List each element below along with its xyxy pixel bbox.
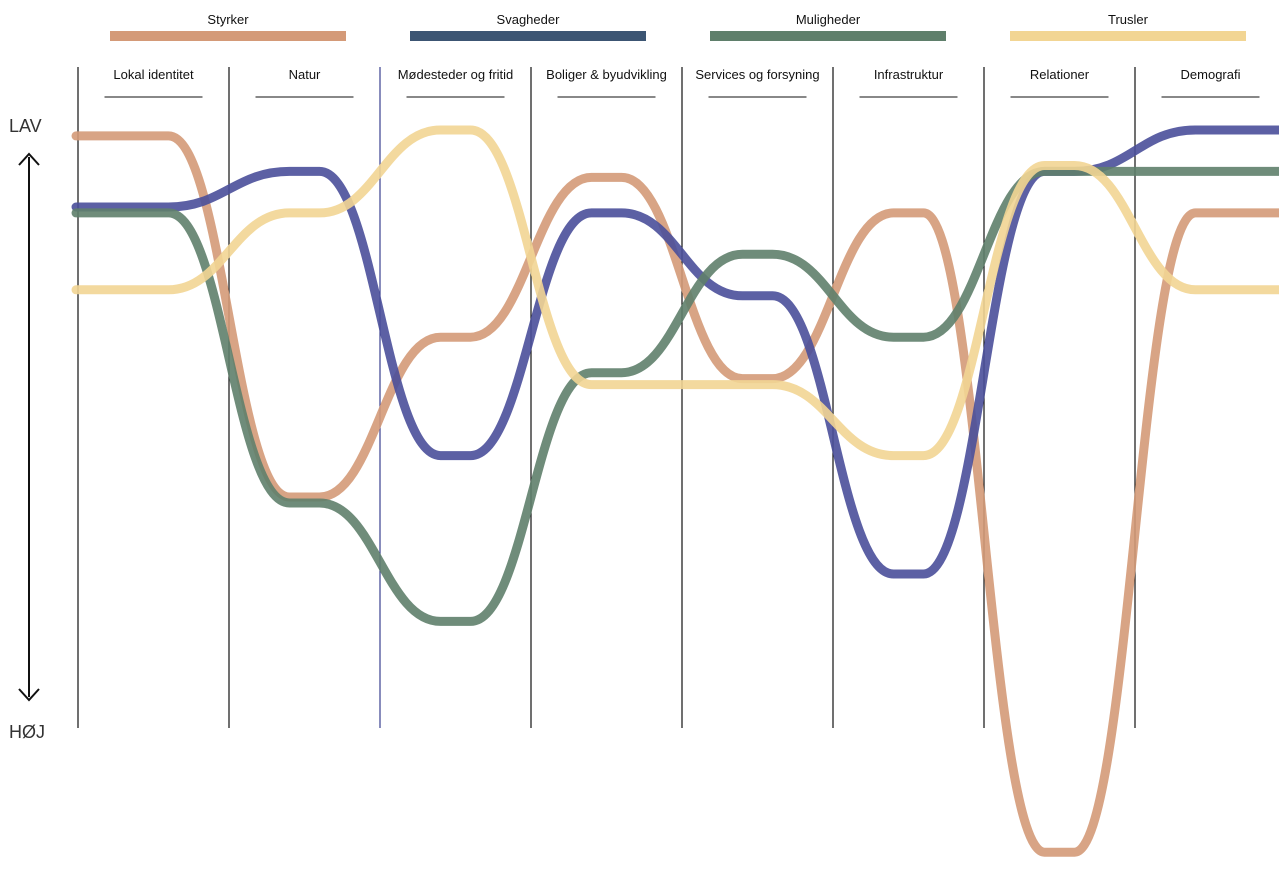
y-axis-arrow-down-head <box>18 688 40 702</box>
legend-swatch-svagheder <box>410 31 646 41</box>
legend: Styrker Svagheder Muligheder Trusler <box>110 12 1246 41</box>
y-axis-top-label: LAV <box>9 116 42 136</box>
legend-label-styrker: Styrker <box>207 12 249 27</box>
category-label-natur: Natur <box>289 67 321 82</box>
category-columns: Lokal identitet Natur Mødesteder og fritid… <box>77 67 1260 728</box>
legend-label-trusler: Trusler <box>1108 12 1149 27</box>
legend-label-muligheder: Muligheder <box>796 12 861 27</box>
category-label-lokal-identitet: Lokal identitet <box>113 67 194 82</box>
legend-label-svagheder: Svagheder <box>497 12 561 27</box>
series-line-styrker <box>71 131 1279 857</box>
category-label-relationer: Relationer <box>1030 67 1090 82</box>
y-axis: LAV HØJ <box>9 116 45 742</box>
series-line-muligheder <box>71 166 1279 626</box>
category-label-infrastruktur: Infrastruktur <box>874 67 944 82</box>
y-axis-bottom-label: HØJ <box>9 722 45 742</box>
legend-swatch-muligheder <box>710 31 946 41</box>
legend-swatch-trusler <box>1010 31 1246 41</box>
y-axis-arrow-up-head <box>18 152 40 166</box>
category-label-services-og-forsyning: Services og forsyning <box>695 67 819 82</box>
category-label-boliger-and-byudvikling: Boliger & byudvikling <box>546 67 667 82</box>
series-lines <box>71 125 1279 857</box>
series-line-svagheder <box>71 125 1279 579</box>
category-label-modesteder-og-fritid: Mødesteder og fritid <box>398 67 514 82</box>
category-label-demografi: Demografi <box>1181 67 1241 82</box>
legend-swatch-styrker <box>110 31 346 41</box>
series-line-trusler <box>71 125 1279 461</box>
